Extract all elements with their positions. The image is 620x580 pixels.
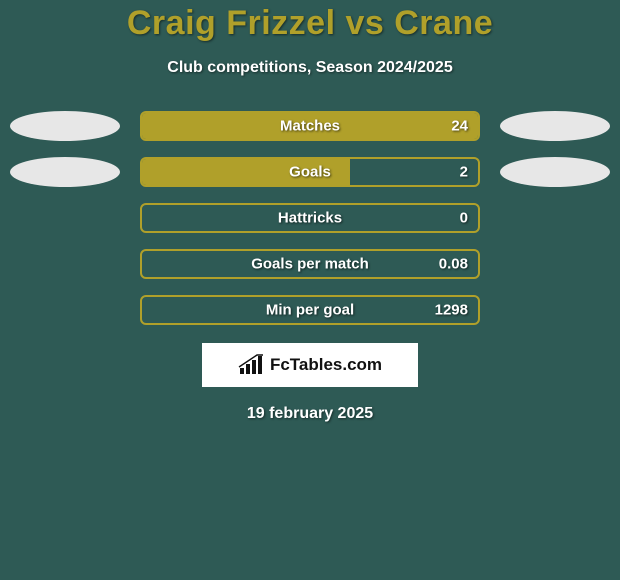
left-avatar-slot [10, 203, 120, 233]
stat-bar: Min per goal 1298 [140, 295, 480, 325]
brand-text: FcTables.com [270, 355, 382, 375]
stat-row: Hattricks 0 [0, 203, 620, 233]
page: Craig Frizzel vs Crane Club competitions… [0, 0, 620, 580]
stat-bar: Goals 2 [140, 157, 480, 187]
stat-row: Matches 24 [0, 111, 620, 141]
avatar-placeholder [500, 157, 610, 187]
right-avatar-slot [500, 111, 610, 141]
bar-chart-icon [238, 354, 264, 376]
stat-row: Goals per match 0.08 [0, 249, 620, 279]
stat-value: 0.08 [439, 256, 468, 273]
avatar-placeholder [500, 111, 610, 141]
left-avatar-slot [10, 157, 120, 187]
stat-row: Goals 2 [0, 157, 620, 187]
page-subtitle: Club competitions, Season 2024/2025 [0, 59, 620, 77]
stat-value: 0 [460, 210, 468, 227]
stat-row: Min per goal 1298 [0, 295, 620, 325]
stat-label: Goals [289, 164, 331, 181]
stat-value: 1298 [435, 302, 468, 319]
left-avatar-slot [10, 295, 120, 325]
stat-bar: Matches 24 [140, 111, 480, 141]
avatar-placeholder [10, 111, 120, 141]
right-avatar-slot [500, 203, 610, 233]
brand-badge: FcTables.com [202, 343, 418, 387]
right-avatar-slot [500, 157, 610, 187]
left-avatar-slot [10, 249, 120, 279]
stat-value: 24 [451, 118, 468, 135]
stat-bar: Hattricks 0 [140, 203, 480, 233]
stat-value: 2 [460, 164, 468, 181]
stat-label: Goals per match [251, 256, 369, 273]
stat-bar: Goals per match 0.08 [140, 249, 480, 279]
right-avatar-slot [500, 249, 610, 279]
avatar-placeholder [10, 157, 120, 187]
stat-rows: Matches 24 Goals 2 Hattricks 0 [0, 111, 620, 325]
stat-label: Matches [280, 118, 340, 135]
stat-label: Min per goal [266, 302, 354, 319]
left-avatar-slot [10, 111, 120, 141]
right-avatar-slot [500, 295, 610, 325]
date-text: 19 february 2025 [0, 405, 620, 423]
page-title: Craig Frizzel vs Crane [0, 4, 620, 43]
stat-label: Hattricks [278, 210, 342, 227]
